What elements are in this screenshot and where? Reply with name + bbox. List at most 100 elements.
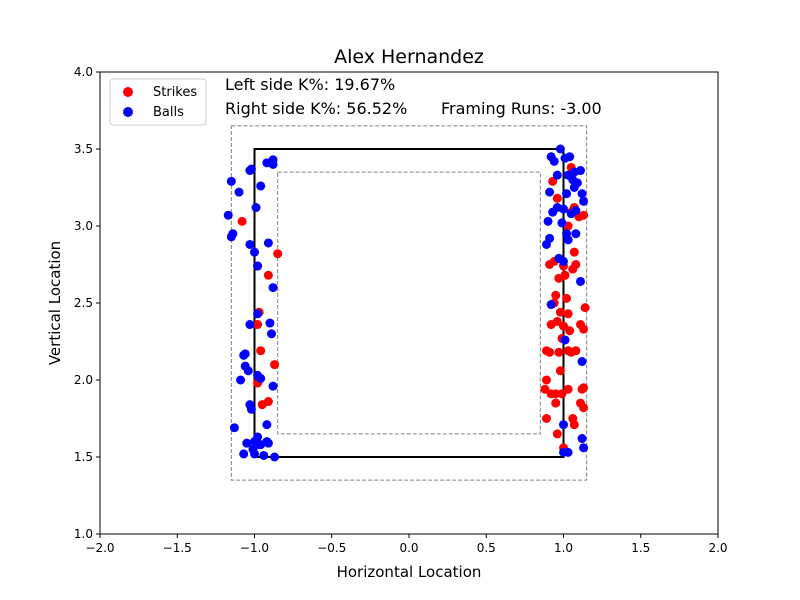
point-balls [259, 451, 268, 460]
point-balls [265, 319, 274, 328]
point-strikes [554, 348, 563, 357]
point-balls [244, 366, 253, 375]
point-balls [245, 240, 254, 249]
point-strikes [256, 346, 265, 355]
right-k-annotation: Right side K%: 56.52% [225, 99, 407, 118]
point-balls [579, 443, 588, 452]
point-balls [252, 203, 261, 212]
point-strikes [542, 376, 551, 385]
legend: Strikes Balls [110, 79, 206, 125]
point-strikes [570, 248, 579, 257]
y-axis-label: Vertical Location [46, 241, 64, 365]
point-strikes [545, 348, 554, 357]
point-balls [571, 206, 580, 215]
point-balls [270, 453, 279, 462]
point-balls [564, 235, 573, 244]
point-strikes [545, 260, 554, 269]
point-balls [576, 166, 585, 175]
point-strikes [581, 303, 590, 312]
point-strikes [565, 326, 574, 335]
point-balls [256, 181, 265, 190]
point-strikes [571, 346, 580, 355]
x-tick-label: 1.5 [631, 541, 650, 555]
point-balls [545, 188, 554, 197]
point-strikes [579, 383, 588, 392]
point-balls [269, 283, 278, 292]
point-balls [245, 320, 254, 329]
point-balls [547, 300, 556, 309]
point-strikes [551, 399, 560, 408]
point-balls [544, 217, 553, 226]
point-strikes [542, 414, 551, 423]
y-tick-label: 3.0 [74, 219, 93, 233]
point-balls [269, 382, 278, 391]
left-k-annotation: Left side K%: 19.67% [225, 75, 395, 94]
y-tick-label: 4.0 [74, 65, 93, 79]
x-axis-label: Horizontal Location [337, 563, 482, 581]
point-strikes [556, 308, 565, 317]
point-balls [559, 420, 568, 429]
y-axis-ticks: 1.0 1.5 2.0 2.5 3.0 3.5 4.0 [74, 65, 100, 541]
point-balls [224, 211, 233, 220]
y-tick-label: 1.0 [74, 527, 93, 541]
point-balls [269, 160, 278, 169]
point-strikes [553, 429, 562, 438]
point-strikes [579, 325, 588, 334]
point-strikes [273, 249, 282, 258]
point-balls [227, 232, 236, 241]
point-balls [553, 203, 562, 212]
point-balls [579, 197, 588, 206]
point-strikes [270, 360, 279, 369]
point-strikes [570, 420, 579, 429]
point-balls [564, 448, 573, 457]
point-balls [553, 171, 562, 180]
legend-label-balls: Balls [153, 105, 184, 120]
point-balls [568, 175, 577, 184]
point-balls [247, 165, 256, 174]
point-strikes [253, 320, 262, 329]
point-balls [253, 309, 262, 318]
point-strikes [571, 260, 580, 269]
point-balls [576, 277, 585, 286]
point-strikes [551, 291, 560, 300]
chart-title: Alex Hernandez [334, 46, 484, 68]
x-tick-label: −0.5 [317, 541, 346, 555]
point-strikes [264, 271, 273, 280]
x-tick-label: 2.0 [708, 541, 727, 555]
point-balls [227, 177, 236, 186]
legend-marker-balls [123, 107, 133, 117]
x-tick-label: 0.5 [477, 541, 496, 555]
point-strikes [562, 294, 571, 303]
point-strikes [564, 309, 573, 318]
x-tick-label: −1.5 [163, 541, 192, 555]
legend-marker-strikes [123, 87, 133, 97]
point-balls [236, 376, 245, 385]
point-balls [262, 437, 271, 446]
point-balls [557, 218, 566, 227]
point-strikes [564, 385, 573, 394]
point-balls [235, 188, 244, 197]
point-strikes [561, 271, 570, 280]
y-tick-label: 3.5 [74, 142, 93, 156]
plot-area [100, 72, 718, 534]
point-balls [562, 189, 571, 198]
y-tick-label: 1.5 [74, 450, 93, 464]
point-balls [247, 405, 256, 414]
point-strikes [556, 366, 565, 375]
point-balls [556, 145, 565, 154]
point-balls [565, 152, 574, 161]
point-balls [230, 423, 239, 432]
point-balls [264, 238, 273, 247]
point-strikes [553, 194, 562, 203]
x-tick-label: 0.0 [399, 541, 418, 555]
point-strikes [264, 397, 273, 406]
x-tick-label: −2.0 [85, 541, 114, 555]
point-balls [578, 357, 587, 366]
point-balls [262, 420, 271, 429]
point-balls [250, 449, 259, 458]
point-balls [255, 440, 264, 449]
point-strikes [238, 217, 247, 226]
point-balls [250, 248, 259, 257]
point-strikes [579, 211, 588, 220]
point-strikes [579, 403, 588, 412]
